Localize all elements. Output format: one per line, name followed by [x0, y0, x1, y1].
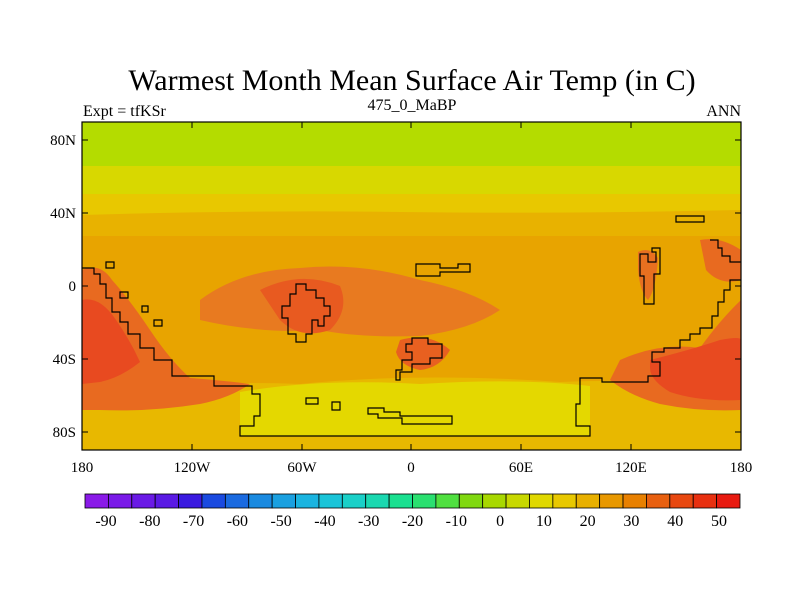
lat-tick-label: 80N	[50, 133, 76, 149]
lon-tick-label: 180	[730, 460, 753, 476]
colorbar-label: 30	[623, 513, 639, 530]
coast-small-island-3	[141, 305, 149, 313]
colorbar-swatch	[131, 493, 156, 509]
colorbar-label: 10	[536, 513, 552, 530]
lat-tick-label: 80S	[53, 425, 76, 441]
band-polar	[82, 122, 741, 168]
colorbar-swatch	[646, 493, 671, 509]
coast-north-island	[415, 263, 471, 277]
coast-ne-island	[675, 215, 705, 223]
colorbar-swatch	[552, 493, 577, 509]
colorbar-swatch	[575, 493, 601, 509]
coast-small-island-2	[119, 291, 129, 299]
lon-tick-label: 120W	[174, 460, 212, 476]
coast-west-continent	[82, 267, 741, 437]
colorbar-label: -10	[446, 513, 467, 530]
season-label: ANN	[706, 103, 741, 120]
lon-tick-label: 120E	[615, 460, 647, 476]
longitude-axis: 180 120W 60W 0 60E 120E 180	[71, 122, 753, 476]
latitude-axis: 80N 40N 0 40S 80S	[50, 133, 741, 441]
colorbar-swatch	[201, 493, 226, 509]
colorbar-swatch	[505, 493, 530, 509]
lon-tick-label: 180	[71, 460, 94, 476]
time-label: 475_0_MaBP	[368, 97, 457, 114]
lat-tick-label: 0	[69, 279, 77, 295]
coast-ne-continent	[710, 239, 741, 263]
colorbar-label: -60	[227, 513, 248, 530]
band-upper	[82, 166, 741, 196]
colorbar-label: -20	[402, 513, 423, 530]
colorbar-label: -50	[270, 513, 291, 530]
colorbar-swatch	[271, 493, 296, 509]
colorbar-swatch	[154, 493, 179, 509]
colorbar-label: 40	[667, 513, 683, 530]
colorbar-swatch	[178, 493, 203, 509]
colorbar-swatch	[224, 493, 250, 509]
lat-tick-label: 40S	[53, 352, 76, 368]
experiment-label: Expt = tfKSr	[83, 103, 166, 120]
colorbar-swatch	[412, 493, 437, 509]
coast-tiny-2	[331, 401, 341, 411]
colorbar-swatch	[248, 493, 273, 509]
colorbar-swatch	[622, 493, 647, 509]
colorbar-label: 50	[711, 513, 727, 530]
colorbar-swatch	[692, 493, 718, 509]
colorbar-label: 0	[496, 513, 504, 530]
hot-spot-center	[260, 278, 344, 334]
colorbar-swatch	[599, 493, 624, 509]
colorbar-swatch	[107, 493, 133, 509]
lon-tick-label: 60E	[509, 460, 533, 476]
hotter-region-west	[82, 299, 140, 384]
band-mid-north	[82, 194, 741, 216]
map-title: Warmest Month Mean Surface Air Temp (in …	[128, 64, 695, 97]
colorbar-swatch	[482, 493, 507, 509]
lon-tick-label: 60W	[287, 460, 317, 476]
colorbar-label: 20	[580, 513, 596, 530]
map-panel	[81, 121, 742, 451]
hot-region-west	[82, 267, 250, 411]
coast-east-island	[639, 247, 661, 305]
colorbar-swatch	[388, 493, 413, 509]
colorbar	[84, 493, 741, 509]
coastlines	[82, 215, 741, 437]
colorbar-swatch	[716, 493, 741, 509]
band-warm-north	[82, 210, 741, 240]
colorbar-swatch	[365, 493, 390, 509]
colorbar-label: -30	[358, 513, 379, 530]
colorbar-label: -70	[183, 513, 204, 530]
hot-spot-south	[396, 337, 450, 370]
colorbar-swatch	[341, 493, 367, 509]
colorbar-swatch	[529, 493, 554, 509]
coast-small-island-4	[153, 319, 163, 327]
colorbar-swatch	[435, 493, 460, 509]
coast-tiny-1	[305, 397, 319, 405]
colorbar-swatch	[318, 493, 343, 509]
colorbar-swatch	[84, 493, 109, 509]
coast-south-island	[395, 337, 443, 381]
band-south-cool	[240, 381, 590, 436]
lon-tick-label: 0	[407, 460, 415, 476]
coast-small-island-1	[105, 261, 115, 269]
coast-central-continent	[281, 283, 331, 343]
colorbar-label: -90	[95, 513, 116, 530]
colorbar-swatch	[669, 493, 694, 509]
colorbar-label: -40	[314, 513, 335, 530]
colorbar-labels: -90 -80 -70 -60 -50 -40 -30 -20 -10 0 10 20 30 40 50	[95, 513, 727, 530]
hot-spot-north-east	[700, 239, 741, 282]
colorbar-swatch	[295, 493, 320, 509]
lat-tick-label: 40N	[50, 206, 76, 222]
colorbar-swatch	[458, 493, 484, 509]
hotter-region-east	[650, 338, 741, 401]
colorbar-label: -80	[139, 513, 160, 530]
coast-south-shelf	[367, 407, 453, 425]
